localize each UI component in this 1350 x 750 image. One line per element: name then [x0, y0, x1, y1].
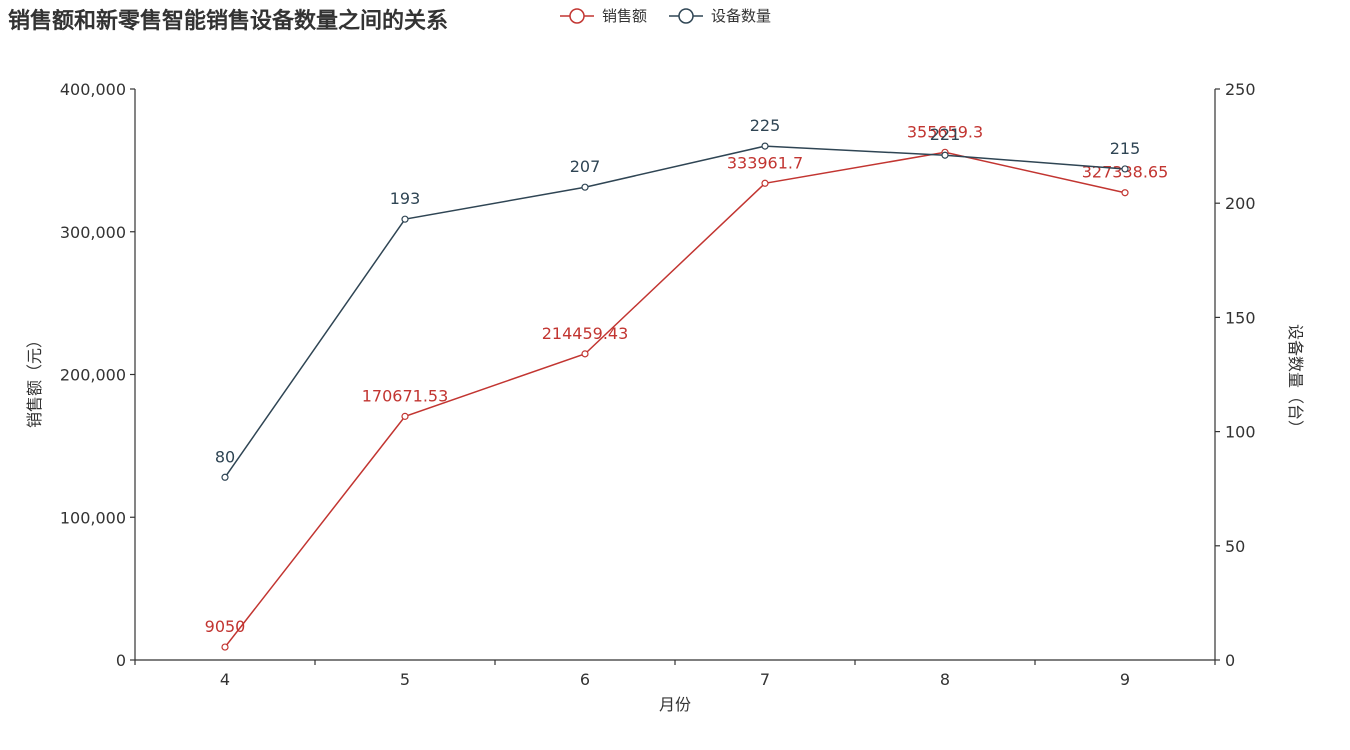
legend-marker	[569, 8, 585, 24]
x-tick-label: 7	[760, 670, 770, 689]
data-label: 355659.3	[907, 122, 983, 141]
data-label: 170671.53	[362, 386, 449, 405]
data-label: 193	[390, 189, 421, 208]
data-point[interactable]	[401, 215, 409, 223]
data-label: 221	[930, 125, 961, 144]
data-label: 214459.43	[542, 324, 629, 343]
x-tick-label: 6	[580, 670, 590, 689]
left-y-ticks: 0 100,000 200,000 300,000 400,000	[60, 80, 135, 670]
right-y-axis-title: 设备数量（台）	[1286, 324, 1305, 436]
data-label: 225	[750, 116, 781, 135]
data-label: 333961.7	[727, 153, 803, 172]
data-label: 80	[215, 447, 235, 466]
right-y-ticks: 0 50 100 150 200 250	[1215, 80, 1256, 670]
data-label: 9050	[205, 617, 246, 636]
legend-label: 销售额	[602, 7, 647, 25]
right-y-tick-label: 50	[1225, 537, 1245, 556]
data-point[interactable]	[941, 151, 949, 159]
left-y-tick-label: 0	[116, 651, 126, 670]
x-ticks: 4 5 6 7 8 9	[134, 660, 1216, 689]
data-point[interactable]	[221, 643, 229, 651]
right-y-tick-label: 100	[1225, 423, 1256, 442]
data-point[interactable]	[581, 183, 589, 191]
data-label: 207	[570, 157, 601, 176]
legend-label: 设备数量	[711, 7, 771, 25]
series-2: 80 193 207 225 221 215	[215, 116, 1141, 481]
legend[interactable]: 销售额 设备数量	[560, 7, 771, 25]
left-y-tick-label: 400,000	[60, 80, 126, 99]
x-tick-label: 5	[400, 670, 410, 689]
data-label: 215	[1110, 139, 1141, 158]
data-point[interactable]	[221, 473, 229, 481]
legend-marker	[678, 8, 694, 24]
data-point[interactable]	[1121, 189, 1129, 197]
data-point[interactable]	[581, 350, 589, 358]
left-y-tick-label: 200,000	[60, 366, 126, 385]
right-y-tick-label: 200	[1225, 194, 1256, 213]
right-y-tick-label: 150	[1225, 308, 1256, 327]
data-point[interactable]	[761, 179, 769, 187]
x-tick-label: 8	[940, 670, 950, 689]
left-y-tick-label: 100,000	[60, 508, 126, 527]
x-axis-title: 月份	[659, 695, 691, 714]
left-y-tick-label: 300,000	[60, 223, 126, 242]
left-y-axis-title: 销售额（元）	[25, 332, 44, 428]
legend-item-2[interactable]: 设备数量	[669, 7, 771, 25]
series-1: 9050170671.53214459.43333961.7355659.332…	[205, 122, 1168, 651]
data-point[interactable]	[1121, 165, 1129, 173]
right-y-tick-label: 250	[1225, 80, 1256, 99]
legend-item-1[interactable]: 销售额	[560, 7, 647, 25]
series-layer: 9050170671.53214459.43333961.7355659.332…	[205, 116, 1168, 651]
x-tick-label: 9	[1120, 670, 1130, 689]
right-y-tick-label: 0	[1225, 651, 1235, 670]
data-point[interactable]	[761, 142, 769, 150]
chart-title: 销售额和新零售智能销售设备数量之间的关系	[8, 8, 448, 34]
series-line	[224, 145, 1126, 478]
x-tick-label: 4	[220, 670, 230, 689]
series-line	[224, 151, 1126, 648]
data-point[interactable]	[401, 412, 409, 420]
